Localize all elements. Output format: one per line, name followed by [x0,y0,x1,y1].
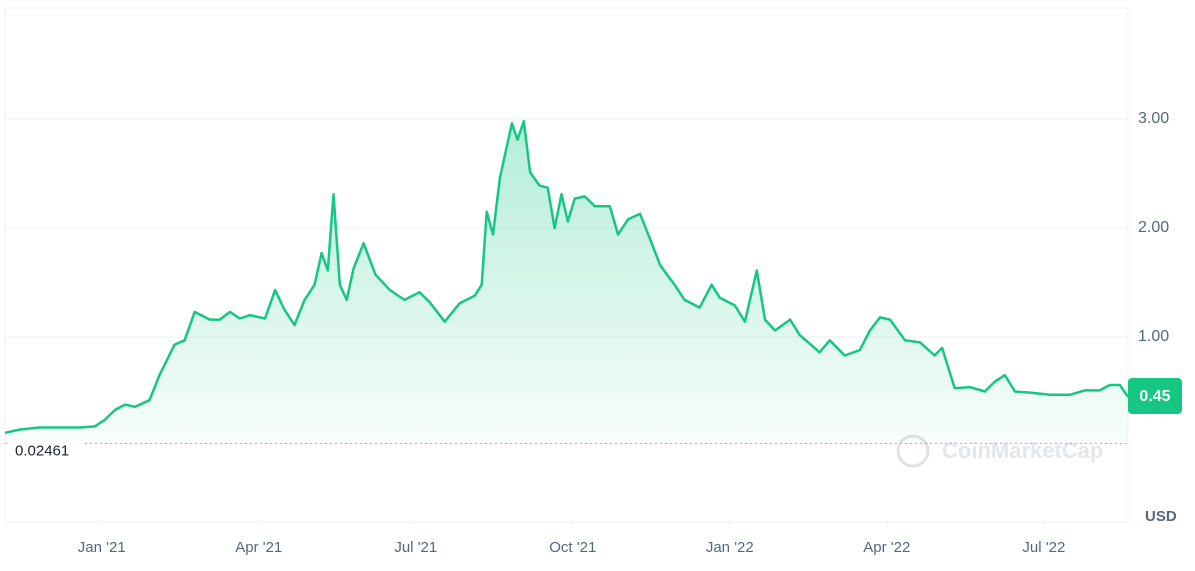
y-tick-label: 1.00 [1138,328,1169,345]
x-tick-label: Jan '22 [706,539,754,556]
x-tick-label: Apr '22 [863,539,910,556]
current-price-box [1128,377,1182,414]
x-tick-label: Jul '21 [394,539,437,556]
baseline-label-bg [8,441,84,460]
y-tick-label: 2.00 [1138,219,1169,236]
x-tick-label: Jan '21 [78,539,126,556]
price-line [4,119,1130,435]
currency-label: USD [1145,508,1177,525]
x-tick-label: Jul '22 [1022,539,1065,556]
current-price-label: 0.45 [1139,388,1170,405]
area-fill [5,121,1128,444]
y-tick-label: 3.00 [1138,110,1169,127]
x-tick-label: Oct '21 [549,539,596,556]
x-tick-label: Apr '21 [235,539,282,556]
baseline-label: 0.02461 [15,442,69,459]
